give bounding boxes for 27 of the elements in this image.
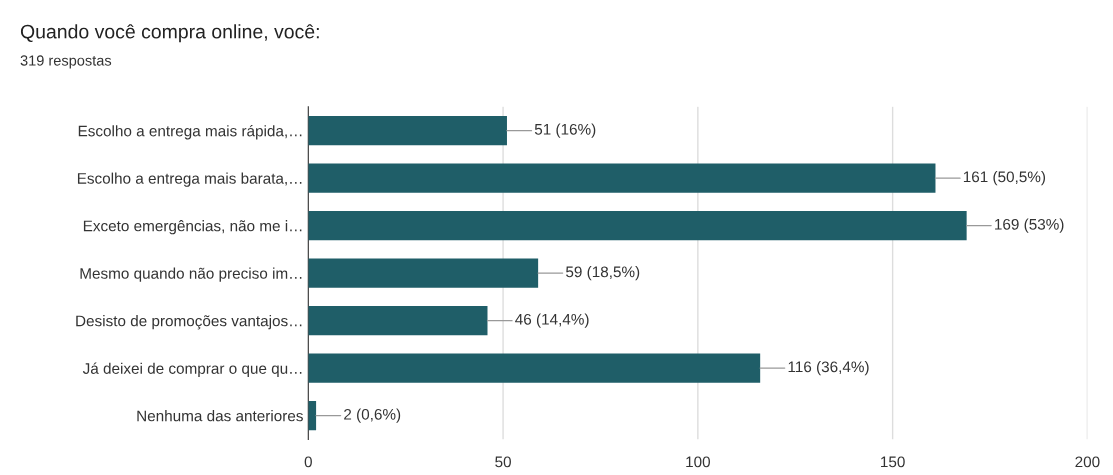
data-label: 2 (0,6%) (344, 408, 401, 423)
y-tick-label: Nenhuma das anteriores (137, 410, 303, 422)
data-label: 46 (14,4%) (515, 313, 589, 328)
x-tick-label: 200 (1075, 456, 1100, 468)
y-tick-label: Escolho a entrega mais rápida,… (78, 125, 302, 140)
x-tick-label: 0 (304, 456, 312, 468)
y-tick-label: Desisto de promoções vantajos… (76, 315, 302, 330)
bar (308, 115, 507, 146)
bar (308, 210, 967, 241)
x-tick-label: 50 (495, 456, 511, 468)
y-tick-label: Escolho a entrega mais barata,… (77, 172, 302, 187)
data-label: 51 (16%) (534, 123, 596, 138)
bar (308, 258, 539, 288)
x-tick-label: 100 (686, 456, 710, 468)
data-label: 116 (36,4%) (788, 361, 869, 376)
y-tick-label: Exceto emergências, não me i… (83, 220, 302, 235)
data-label: 59 (18,5%) (566, 266, 640, 281)
bar (308, 353, 761, 383)
bar (308, 305, 488, 336)
chart-title: Quando você compra online, você: (20, 24, 319, 43)
data-label: 169 (53%) (995, 218, 1064, 233)
x-tick-label: 150 (881, 456, 905, 468)
data-label: 161 (50,5%) (963, 171, 1046, 186)
bar (308, 163, 936, 193)
y-tick-label: Mesmo quando não preciso im… (80, 267, 302, 282)
y-tick-label: Já deixei de comprar o que qu… (82, 362, 302, 377)
text: 319 respostas (20, 55, 112, 69)
